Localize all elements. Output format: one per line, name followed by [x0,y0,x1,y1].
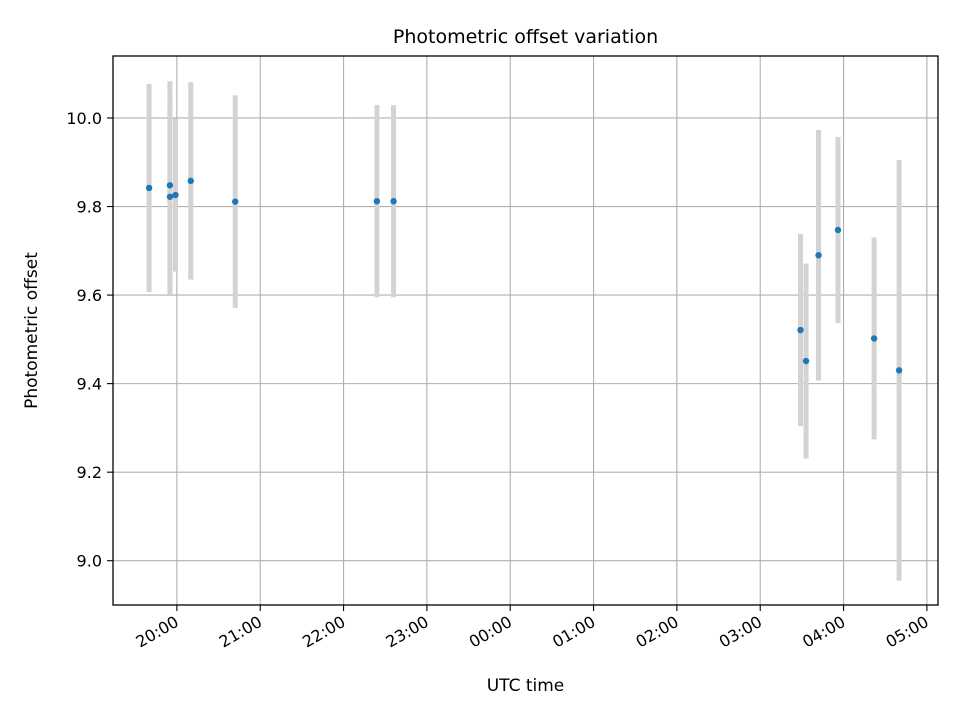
x-tick-label: 01:00 [549,612,598,652]
data-point [815,252,822,259]
data-point [870,335,878,342]
data-point [373,198,381,205]
y-tick-label: 9.2 [77,463,102,482]
x-tick-label: 02:00 [632,612,681,652]
data-point [172,191,179,199]
plot-area-frame [112,55,939,606]
x-tick-label: 21:00 [216,612,265,652]
chart-title: Photometric offset variation [393,26,658,48]
x-tick-label: 20:00 [132,612,181,652]
y-tick-label: 9.6 [77,286,102,305]
data-point [834,226,842,234]
x-tick-label: 23:00 [382,612,431,652]
x-tick-label: 04:00 [799,612,848,652]
data-point [232,198,239,205]
error-bars [146,81,902,581]
data-point [895,367,903,374]
data-points [145,177,903,374]
data-point [166,193,174,200]
data-point [797,326,804,334]
x-axis-label: UTC time [487,676,565,696]
y-tick-label: 10.0 [66,109,102,128]
y-axis-label: Photometric offset [22,252,42,409]
data-point [166,182,174,189]
data-point [390,198,397,205]
y-tick-label: 9.4 [77,375,102,394]
data-point [187,177,194,185]
x-tick-label: 03:00 [716,612,765,652]
x-tick-label: 22:00 [299,612,348,652]
x-tick-label: 00:00 [466,612,515,652]
grid [113,56,938,605]
y-tick-label: 9.0 [77,552,102,571]
y-tick-label: 9.8 [77,198,102,217]
x-tick-label: 05:00 [882,612,931,652]
data-point [145,184,153,192]
data-point [802,357,810,365]
